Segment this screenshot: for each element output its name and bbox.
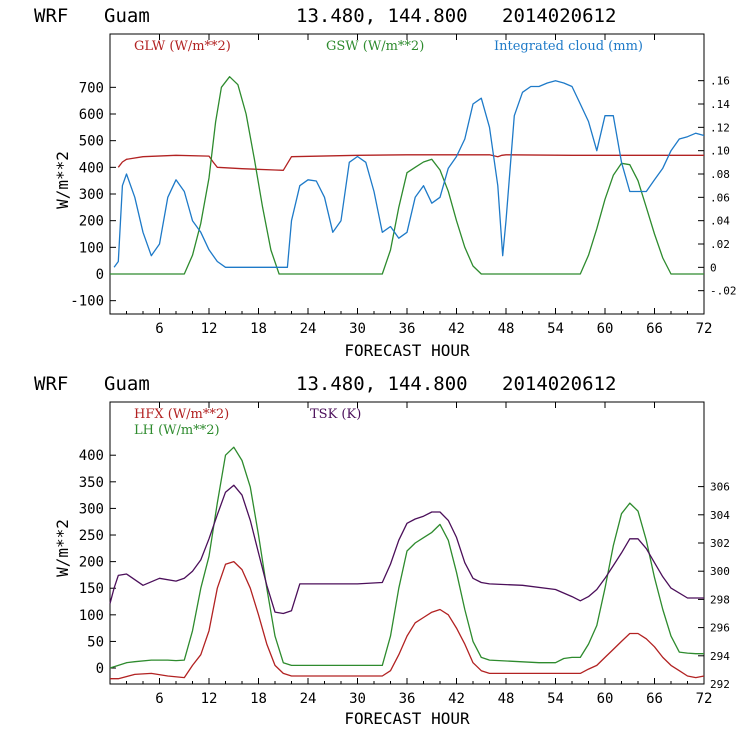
panel-1-xtick-label: 48: [498, 321, 515, 337]
panel-2-y2tick-label: 296: [710, 622, 730, 635]
panel-2-model: WRF: [34, 373, 68, 395]
panel-2-x-axis: 6 12 18 24 30 36 42 48 54 60 66 72: [109, 402, 713, 707]
panel-2-ytick-label: 300: [79, 501, 104, 517]
panel-2-header: WRF Guam 13.480, 144.800 2014020612: [34, 373, 616, 395]
panel-2-ytick-label: 350: [79, 475, 104, 491]
panel-1-y2tick-label: .16: [710, 75, 730, 88]
panel-1-coords: 13.480, 144.800: [296, 5, 468, 27]
legend-hfx: HFX (W/m**2): [134, 407, 229, 422]
panel-1-y2tick-label: .04: [710, 215, 730, 228]
panel-1-date: 2014020612: [502, 5, 616, 27]
legend-tsk: TSK (K): [310, 407, 361, 422]
panel-2-xtick-label: 72: [696, 691, 713, 707]
panel-2-ytick-label: 100: [79, 608, 104, 624]
panel-1-ytick-label: 100: [79, 240, 104, 256]
panel-2-ytick-label: 50: [87, 634, 104, 650]
panel-1-y2tick-label: -.02: [710, 285, 737, 298]
panel-1-xtick-label: 54: [547, 321, 564, 337]
panel-1-y2-axis: -.02 0 .02 .04 .06 .08 .10 .12 .14 .16: [698, 75, 737, 298]
panel-2-xtick-label: 18: [250, 691, 267, 707]
panel-2-ytick-label: 200: [79, 555, 104, 571]
panel-2-series: [109, 446, 705, 680]
panel-2-ytick-label: 400: [79, 448, 104, 464]
panel-2-xtick-label: 30: [349, 691, 366, 707]
legend-lh: LH (W/m**2): [134, 423, 220, 438]
panel-2-series-hfx-line: [110, 560, 705, 680]
panel-2-series-lh-line: [109, 446, 704, 669]
panel-2-xtick-label: 48: [498, 691, 515, 707]
panel-1-xtick-label: 60: [597, 321, 614, 337]
panel-1-ytick-label: 700: [79, 80, 104, 96]
panel-1-x-axis: 6 12 18 24 30 36 42 48 54 60 66 72: [109, 34, 713, 337]
panel-1-y-axis: -100 0 100 200 300 400 500 600 700: [70, 80, 116, 310]
panel-2-y2tick-label: 300: [710, 565, 730, 578]
panel-1-xlabel: FORECAST HOUR: [344, 341, 470, 360]
panel-1-ytick-label: 400: [79, 160, 104, 176]
panel-2-y2tick-label: 304: [710, 509, 730, 522]
panel-1-y2tick-label: .12: [710, 121, 730, 134]
panel-2-y2tick-label: 298: [710, 593, 730, 606]
panel-2-ytick-label: 250: [79, 528, 104, 544]
panel-2-ytick-label: 0: [96, 661, 104, 677]
panel-1-y2tick-label: .06: [710, 191, 730, 204]
panel-1-header: WRF Guam 13.480, 144.800 2014020612: [34, 5, 616, 27]
panel-1-ytick-label: 500: [79, 134, 104, 150]
panel-2-y-axis: 0 50 100 150 200 250 300 350 400: [79, 448, 116, 677]
panel-1-ytick-label: 200: [79, 214, 104, 230]
panel-1-xtick-label: 30: [349, 321, 366, 337]
panel-1-y2tick-label: .02: [710, 238, 730, 251]
panel-1-ytick-label: 600: [79, 107, 104, 123]
panel-2-y2tick-label: 306: [710, 481, 730, 494]
panel-2-location: Guam: [104, 373, 150, 395]
panel-1-xtick-label: 66: [646, 321, 663, 337]
panel-1-xtick-label: 42: [448, 321, 465, 337]
panel-2-xtick-label: 6: [155, 691, 163, 707]
legend-glw: GLW (W/m**2): [134, 39, 231, 54]
panel-1-xtick-label: 12: [201, 321, 218, 337]
panel-1-xtick-label: 24: [300, 321, 317, 337]
panel-1-series-glw-line: [117, 154, 704, 171]
panel-1-ytick-label: 0: [96, 267, 104, 283]
panel-1-ytick-label: 300: [79, 187, 104, 203]
panel-2-legend: HFX (W/m**2) LH (W/m**2) TSK (K): [134, 407, 361, 438]
panel-1-ytick-label: -100: [70, 294, 104, 310]
panel-1-xtick-label: 36: [399, 321, 416, 337]
panel-1-series-integrated-line: [113, 80, 705, 268]
panel-2-xtick-label: 36: [399, 691, 416, 707]
panel-2-y2tick-label: 292: [710, 678, 730, 691]
panel-2-xtick-label: 54: [547, 691, 564, 707]
panel-2-y2-axis: 292 294 296 298 300 302 304 306: [698, 481, 730, 691]
panel-1-ylabel: W/m**2: [53, 151, 72, 209]
panel-1-model: WRF: [34, 5, 68, 27]
panel-1-y2tick-label: .08: [710, 168, 730, 181]
panel-2-xtick-label: 12: [201, 691, 218, 707]
panel-2-xtick-label: 42: [448, 691, 465, 707]
panel-1-y2tick-label: 0: [710, 261, 717, 274]
panel-1-location: Guam: [104, 5, 150, 27]
panel-2-y2tick-label: 294: [710, 650, 730, 663]
panel-1-legend: GLW (W/m**2) GSW (W/m**2) Integrated clo…: [134, 39, 643, 54]
panel-1-xtick-label: 72: [696, 321, 713, 337]
panel-1-y2tick-label: .14: [710, 98, 730, 111]
panel-2-coords: 13.480, 144.800: [296, 373, 468, 395]
panel-2-date: 2014020612: [502, 373, 616, 395]
panel-2-frame: [109, 401, 705, 685]
panel-2-y2tick-label: 302: [710, 537, 730, 550]
legend-gsw: GSW (W/m**2): [326, 39, 424, 54]
panel-1-series: [110, 76, 705, 275]
panel-2-ylabel: W/m**2: [53, 519, 72, 577]
panel-2-xtick-label: 60: [597, 691, 614, 707]
panel-1-xtick-label: 18: [250, 321, 267, 337]
panel-2-xtick-label: 66: [646, 691, 663, 707]
panel-2-ytick-label: 150: [79, 581, 104, 597]
panel-1-xtick-label: 6: [155, 321, 163, 337]
panel-2-xtick-label: 24: [300, 691, 317, 707]
legend-integrated-cloud: Integrated cloud (mm): [494, 39, 643, 54]
panel-2-series-tsk-line: [109, 484, 704, 615]
panel-1-series-gsw-line: [110, 76, 704, 275]
panel-2-xlabel: FORECAST HOUR: [344, 709, 470, 728]
panel-1-y2tick-label: .10: [710, 145, 730, 158]
